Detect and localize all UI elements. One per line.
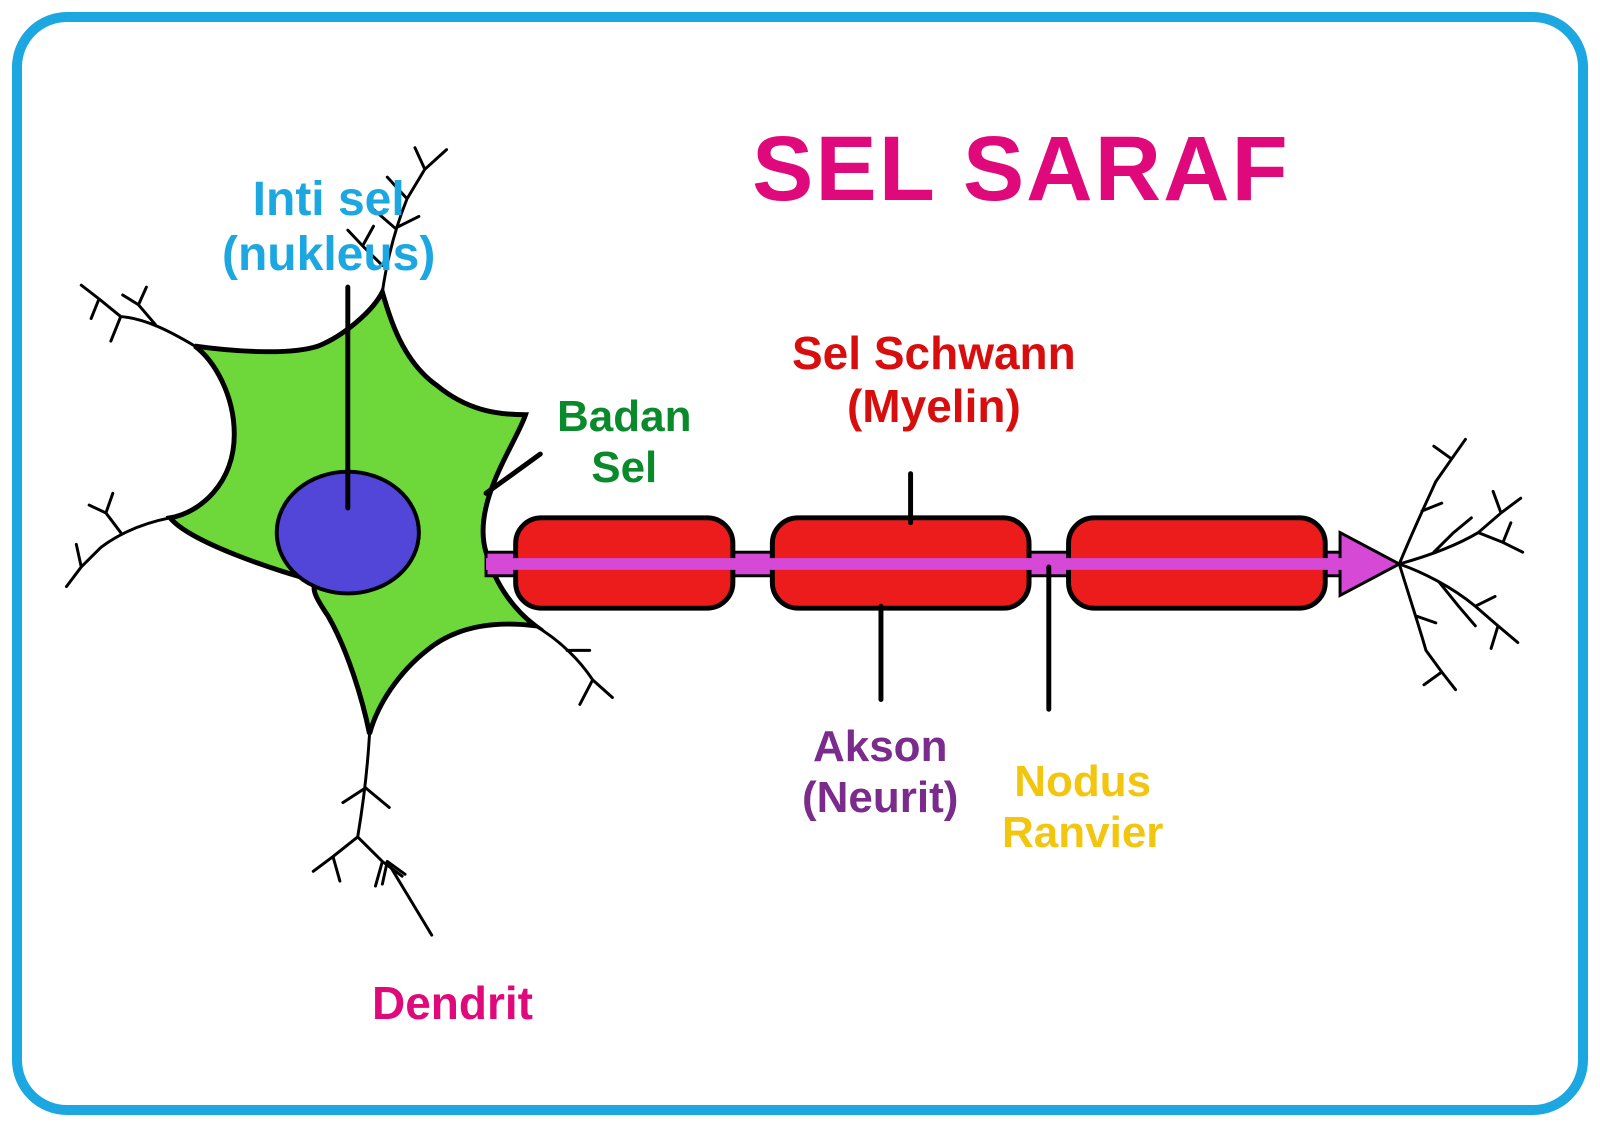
dendrite-branch xyxy=(1399,564,1517,648)
dendrite-arrow xyxy=(382,861,431,935)
label-nucleus: Inti sel (nukleus) xyxy=(222,172,435,282)
diagram-frame: SEL SARAF Inti sel (nukleus) Badan Sel S… xyxy=(12,12,1588,1115)
dendrite-branch xyxy=(1399,564,1455,690)
axon-center-line xyxy=(486,558,1345,570)
label-axon: Akson (Neurit) xyxy=(802,722,958,823)
dendrite-branch xyxy=(535,626,612,705)
dendrite-branch xyxy=(81,285,195,346)
dendrite-branch xyxy=(1399,491,1522,564)
diagram-title: SEL SARAF xyxy=(752,117,1290,222)
axon-terminal-cone xyxy=(1340,533,1399,596)
dendrite-branch xyxy=(66,493,170,586)
label-schwann: Sel Schwann (Myelin) xyxy=(792,327,1076,433)
label-cell-body: Badan Sel xyxy=(557,392,691,493)
label-dendrite: Dendrit xyxy=(372,977,533,1030)
label-ranvier: Nodus Ranvier xyxy=(1002,757,1163,858)
